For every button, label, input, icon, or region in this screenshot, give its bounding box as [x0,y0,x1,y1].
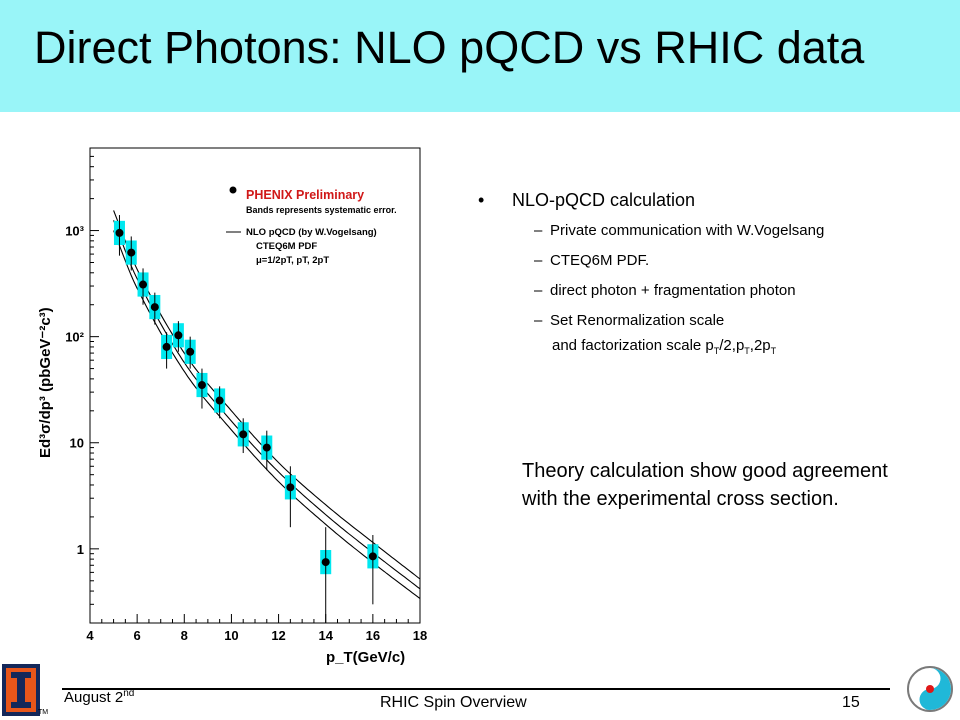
trademark-mark: TM [38,709,49,716]
title-band: Direct Photons: NLO pQCD vs RHIC data [0,0,960,112]
footer-date-main: August 2 [64,689,124,706]
page-number: 15 [842,694,860,711]
cont-prefix: and factorization scale p [552,337,714,354]
x-axis-label: p_T(GeV/c) [326,649,405,666]
cross-section-chart: 4 6 8 10 12 14 16 18 1 10 10² 10³ PHENIX Preliminar… [37,147,427,666]
dash-icon: – [534,222,543,239]
bullet-continuation: and factorization scale pT/2,pT,2pT [478,337,938,356]
data-point [162,342,171,351]
data-point [186,347,195,356]
cont-sub: T [770,346,777,356]
bullet-sub-text: Set Renormalization scale [550,312,725,329]
bullet-sub-text: Private communication with W.Vogelsang [550,222,825,239]
bullet-main-text: NLO-pQCD calculation [512,190,696,210]
bullet-sub: – Private communication with W.Vogelsang [478,222,938,239]
cont-sub: T [744,346,750,356]
bullet-sub-text: CTEQ6M PDF. [550,252,650,269]
x-tick-label: 12 [271,628,285,643]
footer-date: August 2nd [64,688,134,706]
legend-data-marker [229,186,237,194]
data-point [197,381,206,390]
legend-data-label: PHENIX Preliminary [246,188,364,202]
conclusion-text: Theory calculation show good agreement w… [522,460,888,510]
cont-mid1: /2,p [719,337,745,354]
x-tick-label: 14 [318,628,333,643]
bullet-sub: – direct photon + fragmentation photon [478,282,938,299]
x-tick-label: 8 [181,628,188,643]
slide-title: Direct Photons: NLO pQCD vs RHIC data [34,22,865,73]
cont-mid2: ,2p [749,337,771,354]
footer-date-sup: nd [123,688,135,699]
legend-scale-label: μ=1/2pT, pT, 2pT [256,255,329,266]
data-point [239,430,248,439]
data-point [139,280,148,289]
plot-frame [89,147,421,624]
bullet-sub: – CTEQ6M PDF. [478,252,938,269]
data-point [115,228,124,237]
bullet-sub: – Set Renormalization scale [478,312,938,329]
data-point [150,303,159,312]
y-tick-label: 10² [65,330,84,345]
dash-icon: – [534,252,543,269]
x-tick-label: 6 [134,628,141,643]
x-tick-label: 10 [224,628,238,643]
legend-theory-label: NLO pQCD (by W.Vogelsang) [246,227,377,238]
data-point [262,443,271,452]
legend-pdf-label: CTEQ6M PDF [256,241,317,252]
institute-logo-icon [907,666,953,712]
cont-sub: T [713,346,720,356]
data-point [321,558,330,567]
y-axis-label: Ed³σ/dp³ (pbGeV⁻²c³) [37,307,54,458]
x-tick-label: 4 [86,628,94,643]
dash-icon: – [534,312,543,329]
x-tick-label: 16 [366,628,380,643]
bullet-list: • NLO-pQCD calculation – Private communic… [478,190,938,356]
data-point [174,331,183,340]
x-tick-label: 18 [413,628,427,643]
data-point [215,396,224,405]
dash-icon: – [534,282,543,299]
university-logo-icon [2,664,40,716]
bullet-sub-text: direct photon + fragmentation photon [550,282,796,299]
legend-band-note: Bands represents systematic error. [246,205,397,215]
y-tick-label: 1 [77,542,84,557]
y-tick-label: 10³ [65,224,84,239]
footer-title: RHIC Spin Overview [380,694,527,711]
data-point [286,483,295,492]
data-point [368,552,377,561]
data-point [127,248,136,257]
bullet-dot-icon: • [478,190,485,210]
y-tick-label: 10 [70,436,84,451]
bullet-main: • NLO-pQCD calculation [478,190,938,211]
footer-rule [62,688,890,690]
